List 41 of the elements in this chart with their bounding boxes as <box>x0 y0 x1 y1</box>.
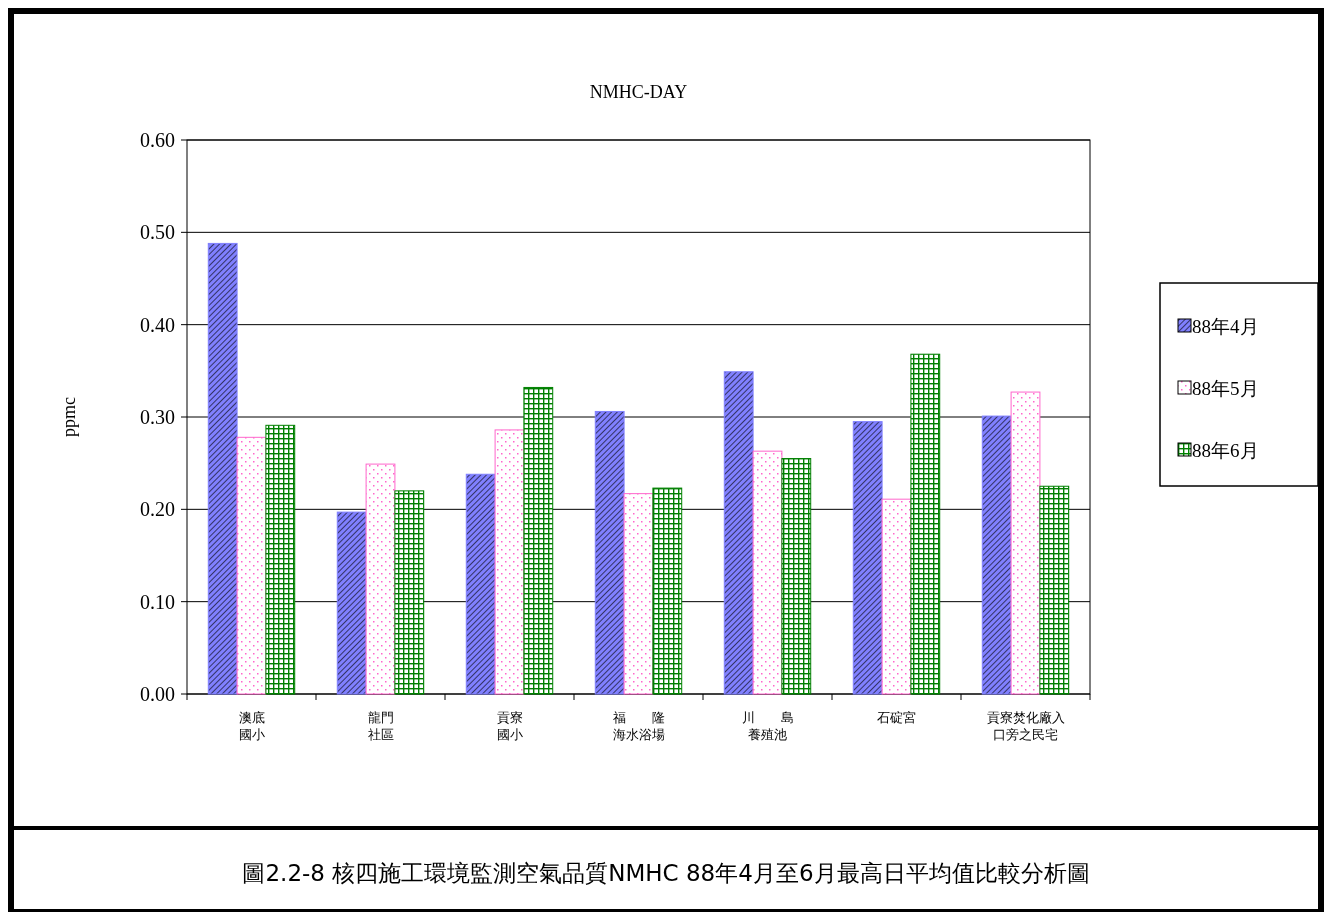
bar <box>852 421 883 695</box>
bar <box>594 410 625 695</box>
x-tick-label: 龍門社區 <box>367 710 394 742</box>
caption: 圖2.2-8 核四施工環境監測空氣品質NMHC 88年4月至6月最高日平均值比較分析圖 <box>242 860 1090 887</box>
y-tick-label: 0.20 <box>140 498 175 521</box>
y-tick-label: 0.40 <box>140 313 175 336</box>
y-tick-label: 0.50 <box>140 221 175 244</box>
y-tick-label: 0.30 <box>140 406 175 428</box>
bar <box>236 436 267 695</box>
y-axis-title: ppmc <box>59 397 79 437</box>
bar <box>881 498 912 695</box>
y-tick-label: 0.60 <box>140 129 175 151</box>
x-tick-label: 福 隆海水浴場 <box>612 710 665 742</box>
y-tick-label: 0.10 <box>140 590 175 613</box>
bar <box>265 424 296 695</box>
x-tick-label: 石碇宮 <box>877 710 916 725</box>
bar <box>336 511 367 695</box>
bar <box>623 493 654 695</box>
bar <box>465 473 496 695</box>
legend-label: 88年4月 <box>1192 315 1259 337</box>
legend-label: 88年5月 <box>1192 377 1259 399</box>
bar <box>781 458 812 695</box>
bar <box>494 429 525 695</box>
x-tick-label: 貢寮國小 <box>496 710 523 742</box>
bar <box>365 463 396 695</box>
legend-label: 88年6月 <box>1192 439 1259 461</box>
bar <box>394 490 425 695</box>
bar <box>652 487 683 695</box>
bar <box>723 371 754 695</box>
x-tick-label: 川 島養殖池 <box>741 710 794 742</box>
x-tick-label: 澳底國小 <box>238 710 265 742</box>
bar <box>523 386 554 695</box>
chart-title: NMHC-DAY <box>589 82 688 102</box>
bar <box>981 415 1012 695</box>
bar <box>1010 391 1041 695</box>
bar <box>207 242 238 695</box>
y-tick-label: 0.00 <box>140 683 175 705</box>
bar <box>752 450 783 695</box>
bar <box>910 353 941 695</box>
x-tick-label: 貢寮焚化廠入口旁之民宅 <box>986 710 1065 742</box>
bar <box>1039 485 1070 695</box>
